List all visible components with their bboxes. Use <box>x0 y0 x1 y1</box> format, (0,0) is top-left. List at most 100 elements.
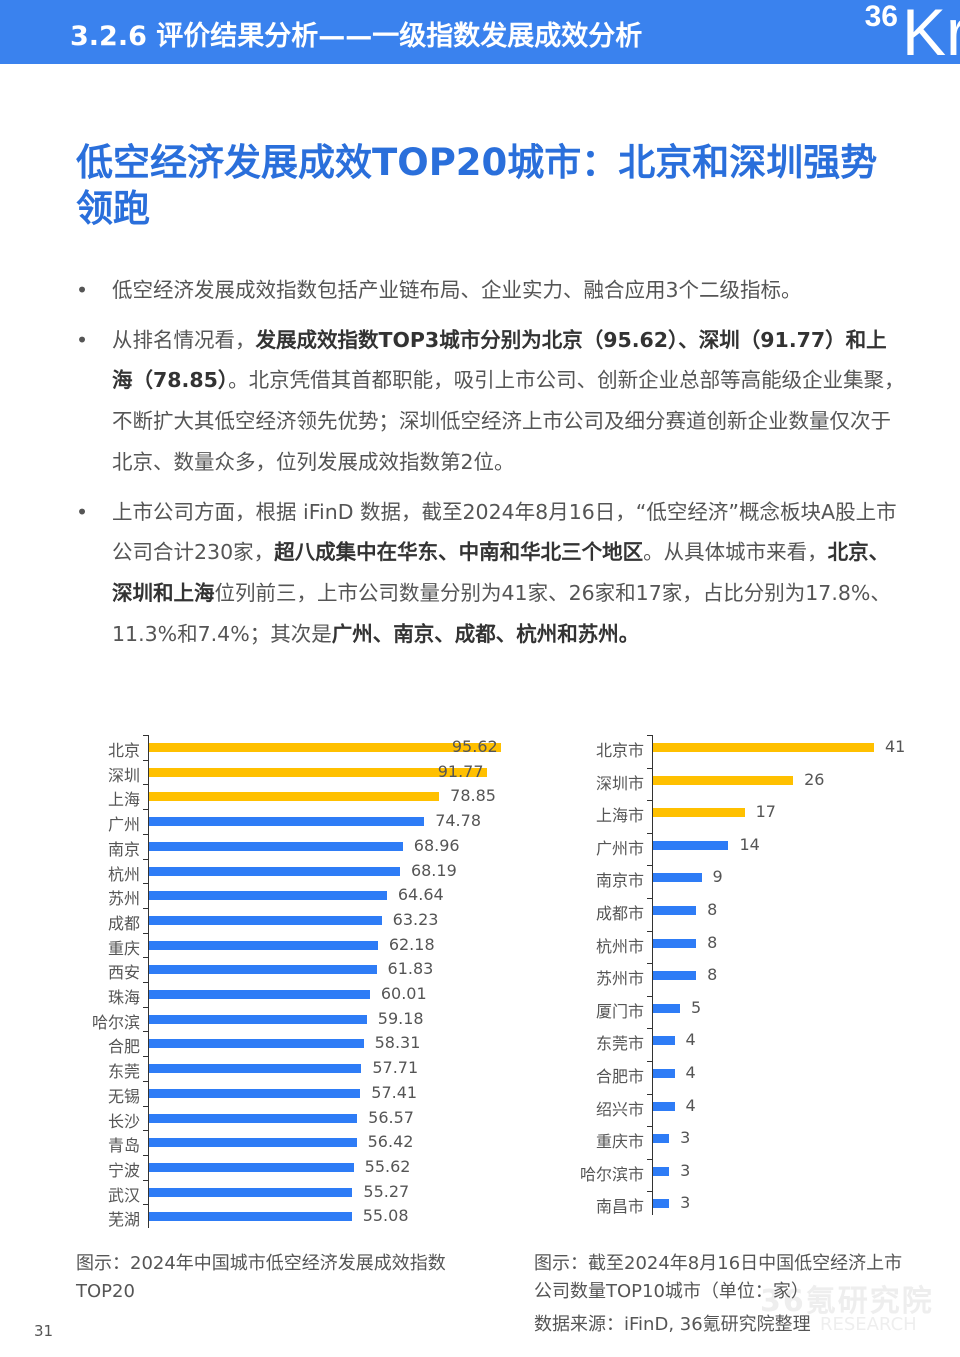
category-label: 深圳市 <box>595 773 644 793</box>
category-label: 无锡 <box>107 1086 140 1106</box>
category-label: 广州 <box>107 815 140 835</box>
axis-tick <box>143 784 148 786</box>
axis-tick <box>143 833 148 835</box>
category-label: 珠海 <box>107 988 140 1007</box>
data-label: 57.41 <box>371 1082 418 1102</box>
bar <box>149 1212 352 1222</box>
axis-tick <box>143 1080 148 1082</box>
bar <box>149 1187 353 1197</box>
bar <box>653 938 697 948</box>
category-label: 宁波 <box>107 1160 140 1180</box>
axis-tick <box>647 1158 652 1160</box>
axis-tick <box>143 957 148 959</box>
bar <box>653 840 729 850</box>
data-label: 58.31 <box>374 1033 421 1053</box>
bar <box>653 1166 670 1176</box>
data-label: 3 <box>680 1160 691 1180</box>
bar <box>149 891 387 901</box>
axis-tick <box>647 865 652 867</box>
data-label: 17 <box>755 802 776 822</box>
bold-text: 发展成效指数TOP3城市分别为北京（95.62）、深圳（91.77）和上海（78… <box>112 327 887 393</box>
data-label: 57.71 <box>372 1058 419 1078</box>
bullet-dot: • <box>76 278 89 302</box>
data-label: 91.77 <box>437 761 484 781</box>
category-label: 芜湖 <box>107 1210 140 1230</box>
data-label: 8 <box>707 932 718 952</box>
bar <box>149 1039 364 1049</box>
data-label: 63.23 <box>392 909 439 929</box>
bar <box>149 743 501 752</box>
axis-line <box>148 735 149 1229</box>
category-label: 长沙 <box>107 1111 140 1131</box>
axis-tick <box>647 800 652 802</box>
category-label: 上海 <box>107 790 140 810</box>
category-label: 南京市 <box>595 871 644 891</box>
axis-tick <box>143 1204 148 1206</box>
axis-tick <box>143 1130 148 1132</box>
data-label: 8 <box>707 965 718 985</box>
bar <box>653 873 702 883</box>
bar <box>149 841 403 851</box>
category-label: 合肥市 <box>595 1067 644 1086</box>
axis-tick <box>647 898 652 899</box>
bar <box>653 808 745 818</box>
bullet-paragraph: • 上市公司方面，根据 iFinD 数据，截至2024年8月16日，“低空经济”概… <box>76 492 906 655</box>
page-number: 31 <box>34 1322 54 1340</box>
category-label: 苏州 <box>107 889 140 909</box>
axis-tick <box>143 735 148 736</box>
bar <box>149 1162 354 1172</box>
listed-companies-chart: 北京市 41 深圳市 26 上海市 17 广州市 14 南京市 9 成都市 8 杭州市 8 苏州市 8 厦门市 5… <box>520 730 960 1230</box>
axis-tick <box>143 1179 148 1181</box>
bold-text: 北京、深圳和上海 <box>112 540 890 605</box>
axis-tick <box>647 930 652 932</box>
data-label: 55.62 <box>364 1156 411 1176</box>
bar <box>149 1113 358 1123</box>
axis-tick <box>143 858 148 860</box>
axis-tick <box>647 995 652 997</box>
axis-tick <box>143 1105 148 1107</box>
bar <box>149 767 487 777</box>
axis-tick <box>143 759 148 761</box>
axis-line <box>652 735 653 1216</box>
data-label: 55.27 <box>363 1181 410 1201</box>
bar <box>149 990 370 999</box>
bar <box>149 792 440 802</box>
bar <box>653 1003 680 1013</box>
data-label: 3 <box>680 1193 691 1213</box>
bar <box>653 1069 675 1078</box>
bullet-dot: • <box>76 327 89 352</box>
category-label: 哈尔滨 <box>91 1012 140 1032</box>
data-label: 74.78 <box>435 811 481 831</box>
category-label: 绍兴市 <box>595 1099 644 1119</box>
bar <box>653 971 697 981</box>
axis-tick <box>647 1028 652 1030</box>
axis-tick <box>647 735 652 736</box>
bar <box>149 940 378 950</box>
axis-tick <box>647 832 652 834</box>
bullet-dot: • <box>76 499 89 524</box>
category-label: 合肥 <box>107 1037 140 1057</box>
bullet-paragraph: • 低空经济发展成效指数包括产业链布局、企业实力、融合应用3个二级指标。 <box>76 270 906 311</box>
data-label: 41 <box>884 737 906 756</box>
category-label: 青岛 <box>107 1136 140 1156</box>
axis-tick <box>143 883 148 885</box>
axis-tick <box>143 907 148 909</box>
chart2-caption: 图示：截至2024年8月16日中国低空经济上市公司数量TOP10城市（单位：家） <box>534 1253 903 1302</box>
axis-tick <box>647 1191 652 1193</box>
text: 低空经济发展成效指数包括产业链布局、企业实力、融合应用3个二级指标。 <box>112 278 802 302</box>
data-label: 62.18 <box>388 934 435 954</box>
section-title: 3.2.6 评价结果分析——一级指数发展成效分析 <box>70 21 643 52</box>
bullet-list: • 低空经济发展成效指数包括产业链布局、企业实力、融合应用3个二级指标。 • 从排名情… <box>76 270 906 663</box>
bar <box>149 1088 361 1098</box>
data-label: 5 <box>690 997 702 1017</box>
bar <box>149 1138 357 1148</box>
data-label: 8 <box>707 900 718 919</box>
axis-tick <box>143 1056 148 1058</box>
bar <box>653 775 794 785</box>
category-label: 重庆市 <box>595 1132 644 1152</box>
axis-tick <box>647 1061 652 1062</box>
text: 从排名情况看， <box>112 327 256 352</box>
axis-tick <box>143 932 148 934</box>
page-title: 低空经济发展成效TOP20城市：北京和深圳强势领跑 <box>76 141 878 230</box>
bar <box>653 1036 675 1046</box>
